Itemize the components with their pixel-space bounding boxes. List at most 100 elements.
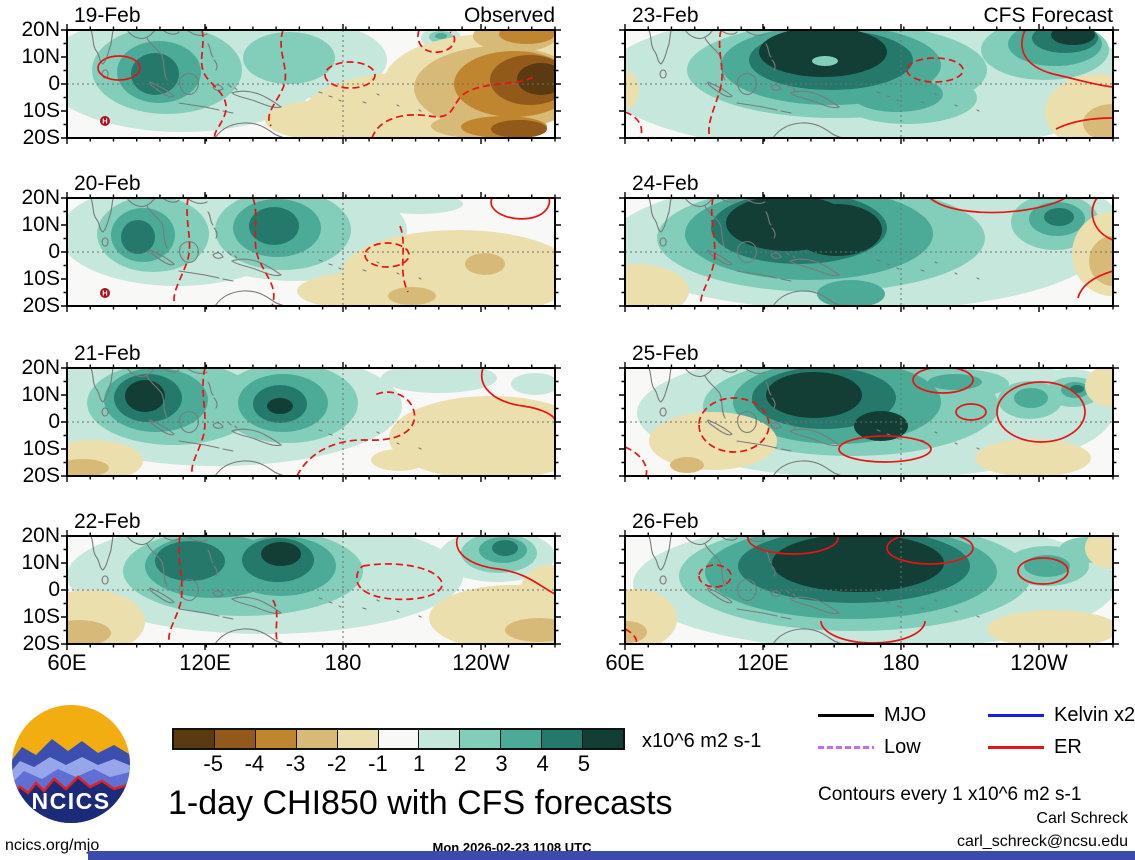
legend-label: Low bbox=[884, 736, 921, 758]
colorbar-tick-label: -3 bbox=[285, 751, 306, 776]
y-axis-tick-label: 20N bbox=[21, 18, 60, 41]
legend-item-er: ER bbox=[988, 736, 1135, 759]
y-axis-tick-label: 0 bbox=[48, 410, 60, 433]
y-axis-tick-label: 10N bbox=[21, 45, 60, 68]
column-title: CFS Forecast bbox=[983, 4, 1113, 27]
y-axis-tick-label: 20S bbox=[22, 632, 60, 655]
y-axis-tick-label: 20S bbox=[22, 126, 60, 149]
credit-name: Carl Schreck bbox=[1036, 810, 1128, 827]
y-axis-tick-label: 10N bbox=[21, 383, 60, 406]
y-axis-tick-label: 0 bbox=[48, 72, 60, 95]
map-panel-25-feb bbox=[618, 361, 1120, 487]
colorbar-tick-label: -4 bbox=[244, 751, 265, 776]
legend-line-swatch bbox=[988, 746, 1044, 749]
y-axis-tick-label: 0 bbox=[48, 578, 60, 601]
colorbar-tick-label: 1 bbox=[412, 751, 426, 776]
svg-text:H: H bbox=[102, 117, 107, 126]
map-panel-22-feb bbox=[60, 529, 562, 655]
colorbar-cell bbox=[214, 730, 256, 748]
panel-date-label: 22-Feb bbox=[74, 510, 141, 533]
map-panel-chart: H bbox=[60, 191, 562, 313]
colorbar-tick-label: 4 bbox=[536, 751, 549, 776]
panel-date-label: 23-Feb bbox=[632, 4, 699, 27]
colorbar-cell bbox=[337, 730, 379, 748]
map-panel-20-feb: H bbox=[60, 191, 562, 317]
y-axis-tick-label: 20S bbox=[22, 294, 60, 317]
logo-ridge-line bbox=[12, 775, 130, 797]
y-axis-tick-label: 10N bbox=[21, 213, 60, 236]
x-axis-tick-label: 180 bbox=[882, 650, 920, 675]
legend-item-low: Low bbox=[818, 736, 988, 759]
y-axis-tick-label: 0 bbox=[48, 240, 60, 263]
map-panel-chart: H bbox=[60, 23, 562, 145]
x-axis-tick-label: 60E bbox=[605, 650, 645, 675]
colorbar-cell bbox=[174, 730, 215, 748]
y-axis-tick-label: 10S bbox=[22, 437, 60, 460]
colorbar-cell bbox=[378, 730, 420, 748]
panel-date-label: 21-Feb bbox=[74, 342, 141, 365]
ncics-logo: NCICS bbox=[12, 705, 130, 823]
legend-item-mjo: MJO bbox=[818, 704, 988, 727]
y-axis-tick-label: 10S bbox=[22, 267, 60, 290]
colorbar-tick-label: 2 bbox=[454, 751, 467, 776]
colorbar-cell bbox=[583, 730, 623, 748]
map-panel-21-feb bbox=[60, 361, 562, 487]
panel-date-label: 20-Feb bbox=[74, 172, 141, 195]
page-title: 1-day CHI850 with CFS forecasts bbox=[168, 784, 673, 822]
x-axis-tick-label: 120W bbox=[452, 650, 510, 675]
legend-line-swatch bbox=[818, 714, 874, 717]
colorbar-tick-label: -1 bbox=[368, 751, 388, 776]
legend-line-swatch bbox=[818, 746, 874, 749]
colorbar-cell bbox=[542, 730, 584, 748]
colorbar-labels: -5 -4 -3 -2 -1 1 2 3 4 5 bbox=[172, 751, 625, 777]
legend-label: MJO bbox=[884, 704, 927, 726]
map-panel-chart bbox=[618, 191, 1120, 313]
y-axis-tick-label: 10N bbox=[21, 551, 60, 574]
x-axis-tick-label: 120W bbox=[1010, 650, 1068, 675]
y-axis-tick-label: 10S bbox=[22, 605, 60, 628]
colorbar-cell bbox=[501, 730, 543, 748]
y-axis-tick-label: 20N bbox=[21, 356, 60, 379]
legend-line-swatch bbox=[988, 714, 1044, 717]
colorbar-tick-label: -2 bbox=[326, 751, 347, 776]
y-axis-tick-label: 10S bbox=[22, 99, 60, 122]
panel-date-label: 26-Feb bbox=[632, 510, 699, 533]
svg-text:H: H bbox=[102, 289, 107, 298]
panel-date-label: 19-Feb bbox=[74, 4, 141, 27]
map-panel-26-feb bbox=[618, 529, 1120, 655]
x-axis-tick-label: 180 bbox=[324, 650, 362, 675]
colorbar-unit-label: x10^6 m2 s-1 bbox=[642, 730, 762, 752]
map-panel-chart bbox=[618, 361, 1120, 483]
legend-label: ER bbox=[1054, 736, 1082, 758]
x-axis-tick-label: 120E bbox=[737, 650, 789, 675]
colorbar-cell bbox=[419, 730, 461, 748]
colorbar-tick-label: 5 bbox=[577, 751, 590, 776]
map-panel-19-feb: H bbox=[60, 23, 562, 149]
map-panel-chart bbox=[618, 529, 1120, 651]
y-axis-tick-label: 20N bbox=[21, 186, 60, 209]
colorbar-tick-label: -5 bbox=[203, 751, 223, 776]
colorbar-cell bbox=[460, 730, 502, 748]
colorbar-cell bbox=[296, 730, 338, 748]
panel-date-label: 24-Feb bbox=[632, 172, 699, 195]
y-axis-tick-label: 20S bbox=[22, 464, 60, 487]
y-axis-tick-label: 20N bbox=[21, 524, 60, 547]
ncics-logo-text: NCICS bbox=[31, 788, 110, 814]
credit-email[interactable]: carl_schreck@ncsu.edu bbox=[957, 833, 1128, 850]
x-axis-tick-label: 120E bbox=[179, 650, 231, 675]
panel-date-label: 25-Feb bbox=[632, 342, 699, 365]
legend: MJO Kelvin x2 Low ER bbox=[818, 704, 1135, 759]
bottom-bar bbox=[88, 851, 1135, 860]
x-axis-tick-label: 60E bbox=[47, 650, 87, 675]
legend-item-kelvin-x2: Kelvin x2 bbox=[988, 704, 1135, 727]
map-panel-chart bbox=[60, 361, 562, 483]
colorbar-tick-label: 3 bbox=[495, 751, 508, 776]
map-panel-chart bbox=[60, 529, 562, 651]
footer-link[interactable]: ncics.org/mjo bbox=[5, 837, 100, 854]
colorbar-cell bbox=[255, 730, 297, 748]
colorbar bbox=[172, 728, 625, 750]
map-panel-chart bbox=[618, 23, 1120, 145]
legend-label: Kelvin x2 bbox=[1054, 704, 1135, 726]
map-panel-24-feb bbox=[618, 191, 1120, 317]
